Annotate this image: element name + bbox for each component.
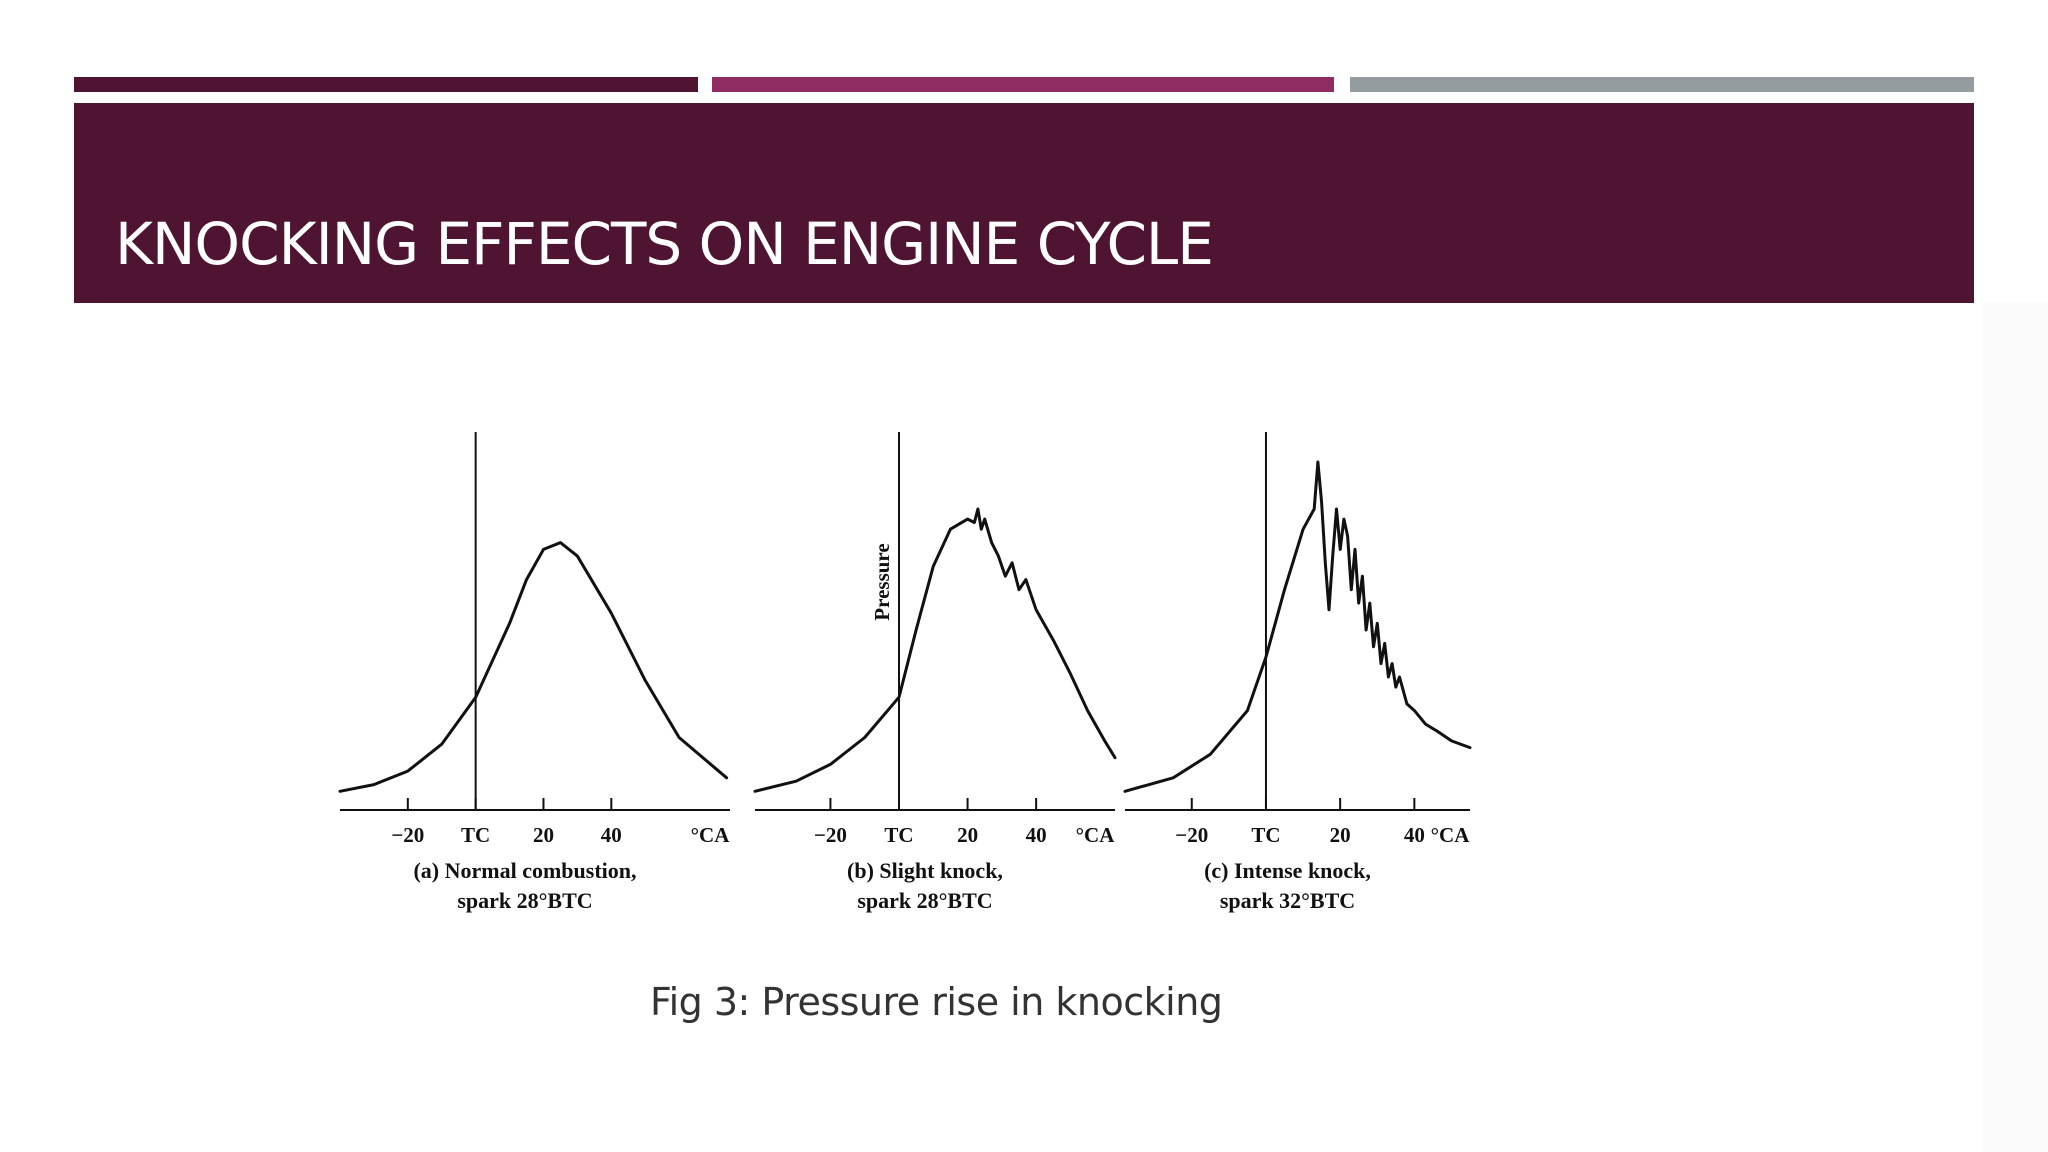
x-tick-label: 20 <box>533 823 554 847</box>
figure-caption: Fig 3: Pressure rise in knocking <box>650 980 1223 1024</box>
x-tick-label: −20 <box>814 823 847 847</box>
pressure-curve <box>753 507 1117 793</box>
panel-caption-line2: spark 28°BTC <box>857 888 992 913</box>
slide-edge-shade <box>1983 303 2048 1152</box>
pressure-curve <box>338 541 729 793</box>
x-tick-label: TC <box>461 823 490 847</box>
y-axis-label: Pressure <box>870 543 894 620</box>
x-tick-label: 20 <box>1330 823 1351 847</box>
accent-bar-dark <box>74 77 698 92</box>
accent-bar-gray <box>1350 77 1974 92</box>
x-tick-label: 40 <box>1026 823 1047 847</box>
pressure-figure: −20 TC 20 40 °CA(a) Normal combustion,spark … <box>338 432 1472 913</box>
accent-bar-magenta <box>712 77 1334 92</box>
panel-caption-line1: (a) Normal combustion, <box>413 858 636 883</box>
x-tick-label: −20 <box>391 823 424 847</box>
chart-panel-a: −20 TC 20 40 °CA (a) Normal combustion, spark … <box>338 432 731 913</box>
panel-caption-line2: spark 32°BTC <box>1220 888 1355 913</box>
slide-title: KNOCKING EFFECTS ON ENGINE CYCLE <box>115 210 1214 278</box>
x-tick-label: TC <box>884 823 913 847</box>
x-unit-label: °CA <box>1431 823 1471 847</box>
chart-panel-c: −20 TC 20 40 °CA (c) Intense knock, spark 32°B… <box>1123 432 1472 913</box>
x-tick-label: TC <box>1251 823 1280 847</box>
chart-panel-b: −20 TC 20 40 °CA Pressure (b) Slight knock, spa… <box>753 432 1117 913</box>
panel-caption-line1: (b) Slight knock, <box>847 858 1003 883</box>
panel-caption-line1: (c) Intense knock, <box>1204 858 1371 883</box>
pressure-curve <box>1123 460 1472 793</box>
x-tick-label: 40 <box>601 823 622 847</box>
x-unit-label: °CA <box>691 823 731 847</box>
x-tick-label: 20 <box>957 823 978 847</box>
title-band <box>74 103 1974 303</box>
x-tick-label: −20 <box>1175 823 1208 847</box>
x-unit-label: °CA <box>1076 823 1116 847</box>
panel-caption-line2: spark 28°BTC <box>457 888 592 913</box>
x-tick-label: 40 <box>1404 823 1425 847</box>
